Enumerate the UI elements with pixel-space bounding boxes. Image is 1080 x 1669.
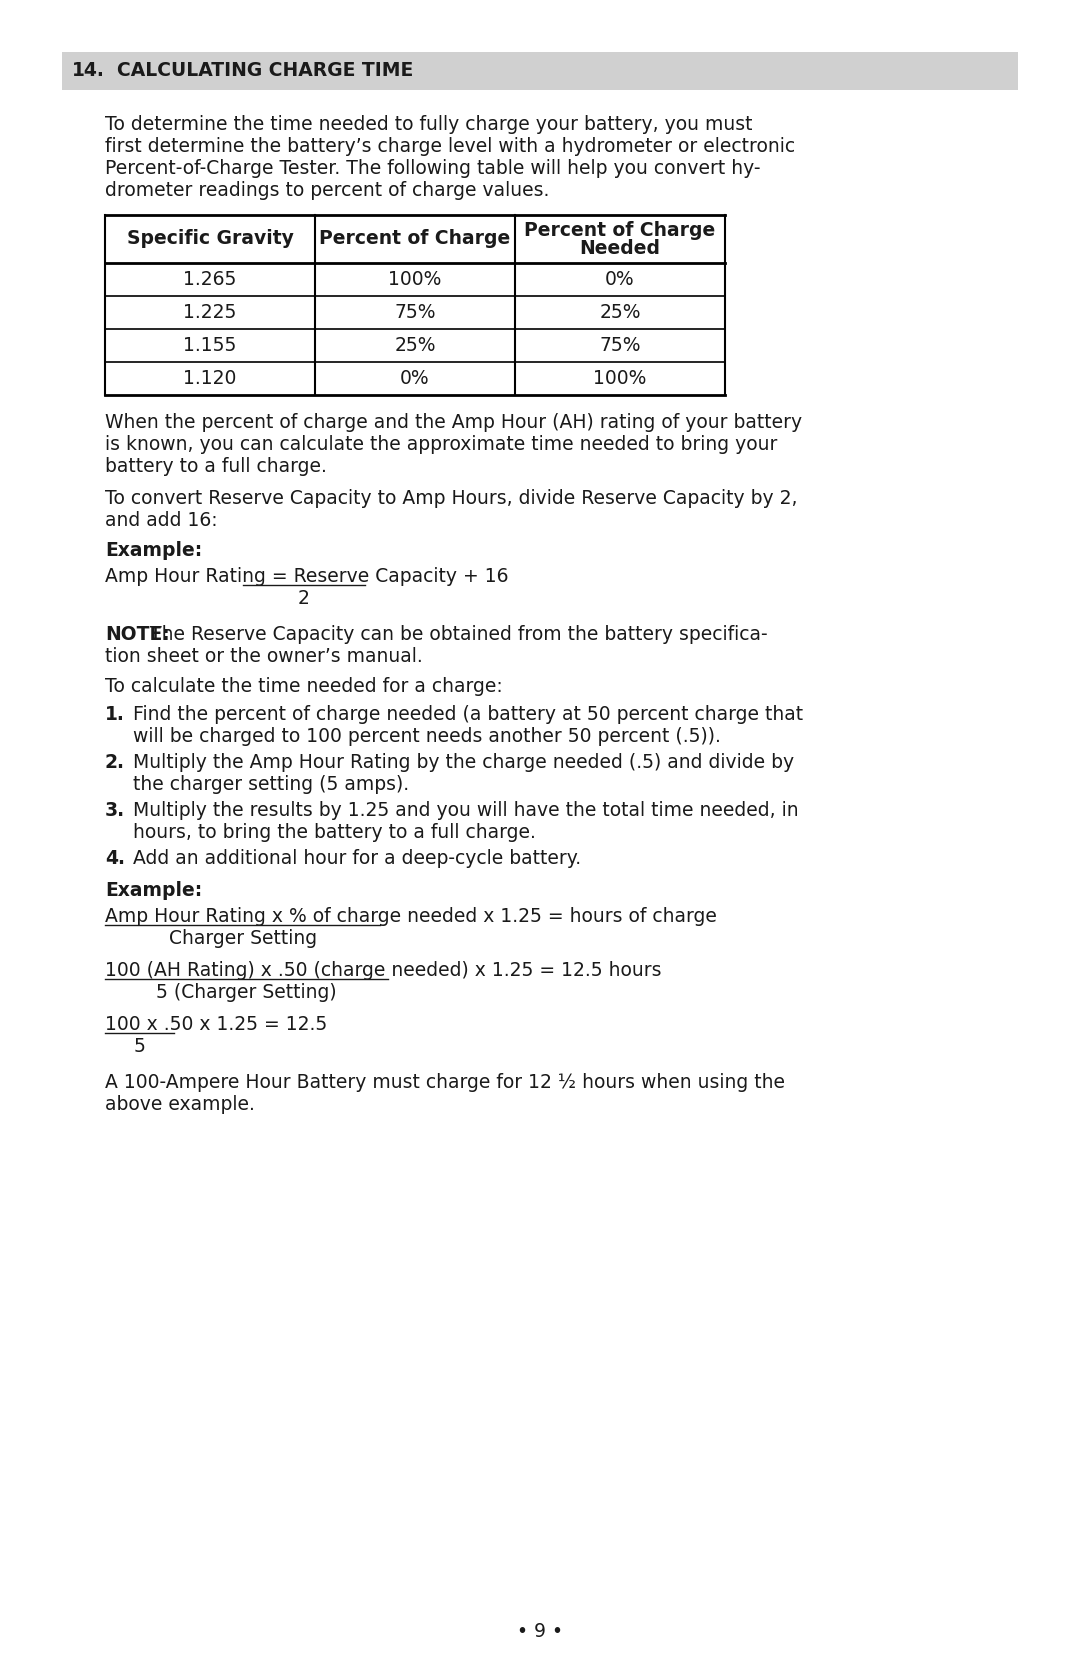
Text: 75%: 75% [599,335,640,355]
Text: first determine the battery’s charge level with a hydrometer or electronic: first determine the battery’s charge lev… [105,137,795,155]
Text: 100 (AH Rating) x .50 (charge needed) x 1.25 = 12.5 hours: 100 (AH Rating) x .50 (charge needed) x … [105,961,661,980]
Text: 75%: 75% [394,304,435,322]
Text: 100%: 100% [389,270,442,289]
Text: To convert Reserve Capacity to Amp Hours, divide Reserve Capacity by 2,: To convert Reserve Capacity to Amp Hours… [105,489,797,507]
Text: 25%: 25% [394,335,435,355]
Text: NOTE:: NOTE: [105,624,170,644]
Text: Add an additional hour for a deep-cycle battery.: Add an additional hour for a deep-cycle … [133,850,581,868]
Text: 1.: 1. [105,704,125,724]
Text: To calculate the time needed for a charge:: To calculate the time needed for a charg… [105,678,503,696]
Text: tion sheet or the owner’s manual.: tion sheet or the owner’s manual. [105,648,422,666]
Text: Specific Gravity: Specific Gravity [126,230,294,249]
Text: is known, you can calculate the approximate time needed to bring your: is known, you can calculate the approxim… [105,436,778,454]
Text: 100 x .50 x 1.25 = 12.5: 100 x .50 x 1.25 = 12.5 [105,1015,327,1035]
Text: 1.225: 1.225 [184,304,237,322]
Text: 5 (Charger Setting): 5 (Charger Setting) [157,983,337,1001]
Text: 0%: 0% [605,270,635,289]
Text: 0%: 0% [401,369,430,387]
Text: 5: 5 [134,1036,146,1056]
Text: 1.155: 1.155 [184,335,237,355]
Text: Amp Hour Rating x % of charge needed x 1.25 = hours of charge: Amp Hour Rating x % of charge needed x 1… [105,906,717,926]
Text: Percent of Charge: Percent of Charge [525,220,716,239]
Text: Charger Setting: Charger Setting [168,930,316,948]
Bar [62,52,1018,90]
Text: Percent-of-Charge Tester. The following table will help you convert hy-: Percent-of-Charge Tester. The following … [105,159,760,179]
Text: 1.265: 1.265 [184,270,237,289]
Text: hours, to bring the battery to a full charge.: hours, to bring the battery to a full ch… [133,823,536,841]
Text: The Reserve Capacity can be obtained from the battery specifica-: The Reserve Capacity can be obtained fro… [145,624,768,644]
Text: above example.: above example. [105,1095,255,1113]
Text: 14.: 14. [72,62,105,80]
Text: Example:: Example: [105,881,202,900]
Text: When the percent of charge and the Amp Hour (AH) rating of your battery: When the percent of charge and the Amp H… [105,412,802,432]
Text: and add 16:: and add 16: [105,511,218,531]
Text: battery to a full charge.: battery to a full charge. [105,457,327,476]
Text: Percent of Charge: Percent of Charge [320,230,511,249]
Text: CALCULATING CHARGE TIME: CALCULATING CHARGE TIME [117,62,414,80]
Text: Find the percent of charge needed (a battery at 50 percent charge that: Find the percent of charge needed (a bat… [133,704,804,724]
Text: Example:: Example: [105,541,202,561]
Text: Multiply the Amp Hour Rating by the charge needed (.5) and divide by: Multiply the Amp Hour Rating by the char… [133,753,794,773]
Text: 100%: 100% [593,369,647,387]
Text: the charger setting (5 amps).: the charger setting (5 amps). [133,774,409,794]
Text: will be charged to 100 percent needs another 50 percent (.5)).: will be charged to 100 percent needs ano… [133,728,720,746]
Text: drometer readings to percent of charge values.: drometer readings to percent of charge v… [105,180,550,200]
Text: 25%: 25% [599,304,640,322]
Text: 2: 2 [298,589,310,608]
Text: 4.: 4. [105,850,125,868]
Text: 1.120: 1.120 [184,369,237,387]
Text: A 100-Ampere Hour Battery must charge for 12 ½ hours when using the: A 100-Ampere Hour Battery must charge fo… [105,1073,785,1092]
Text: 2.: 2. [105,753,125,773]
Text: Multiply the results by 1.25 and you will have the total time needed, in: Multiply the results by 1.25 and you wil… [133,801,798,819]
Text: Amp Hour Rating = Reserve Capacity + 16: Amp Hour Rating = Reserve Capacity + 16 [105,567,509,586]
Text: To determine the time needed to fully charge your battery, you must: To determine the time needed to fully ch… [105,115,753,134]
Text: • 9 •: • 9 • [517,1622,563,1641]
Text: Needed: Needed [580,239,661,257]
Text: 3.: 3. [105,801,125,819]
